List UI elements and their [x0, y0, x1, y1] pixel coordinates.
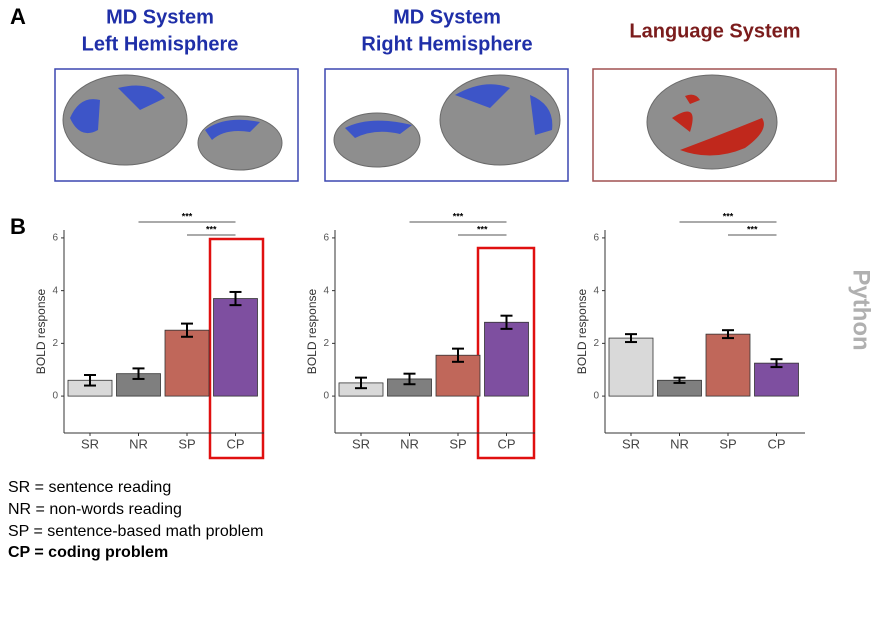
box	[592, 68, 837, 182]
significance-label: ***	[723, 211, 734, 221]
x-tick-label: SR	[352, 436, 370, 451]
highlight-box	[476, 246, 536, 460]
significance-label: ***	[477, 224, 488, 234]
significance-label: ***	[206, 224, 217, 234]
significance-label: ***	[453, 211, 464, 221]
x-tick-label: CP	[767, 436, 785, 451]
region	[455, 84, 553, 135]
side-label: Python	[848, 269, 875, 350]
y-tick-label: 4	[593, 285, 599, 296]
y-tick-label: 2	[593, 338, 599, 349]
x-tick-label: SR	[622, 436, 640, 451]
region	[70, 85, 165, 134]
box	[54, 68, 299, 182]
y-axis-label: BOLD response	[34, 288, 48, 374]
y-axis-label: BOLD response	[305, 288, 319, 374]
legend-line: NR = non-words reading	[8, 501, 182, 518]
x-tick-label: NR	[400, 436, 419, 451]
x-tick-label: SR	[81, 436, 99, 451]
x-tick-label: SP	[449, 436, 466, 451]
y-tick-label: 4	[323, 285, 329, 296]
y-tick-label: 2	[323, 338, 329, 349]
y-tick-label: 2	[52, 338, 58, 349]
y-tick-label: 6	[593, 233, 599, 244]
region	[345, 120, 412, 138]
panel-title: MD System	[393, 6, 501, 28]
y-tick-label: 0	[323, 391, 329, 402]
x-tick-label: NR	[670, 436, 689, 451]
brain-boxes	[54, 68, 837, 182]
bar	[754, 362, 799, 397]
significance-label: ***	[182, 211, 193, 221]
box	[324, 68, 569, 182]
legend-line: CP = coding problem	[8, 544, 168, 561]
y-tick-label: 6	[323, 233, 329, 244]
highlight-box	[208, 237, 265, 460]
legend-line: SP = sentence-based math problem	[8, 523, 263, 540]
panel-title: Right Hemisphere	[361, 33, 532, 55]
bar	[705, 333, 751, 397]
bar	[164, 329, 210, 397]
region	[672, 94, 764, 156]
panel-title: Left Hemisphere	[82, 33, 239, 55]
bar	[213, 298, 258, 397]
y-tick-label: 0	[52, 391, 58, 402]
legend-line: SR = sentence reading	[8, 479, 171, 496]
panel-title: MD System	[106, 6, 214, 28]
x-tick-label: CP	[226, 436, 244, 451]
y-tick-label: 6	[52, 233, 58, 244]
x-tick-label: SP	[178, 436, 195, 451]
x-tick-label: CP	[497, 436, 515, 451]
bar	[484, 321, 529, 397]
significance-label: ***	[747, 224, 758, 234]
y-axis-label: BOLD response	[575, 288, 589, 374]
panel-label: B	[10, 214, 26, 239]
panel-title: Language System	[629, 20, 800, 42]
highlights	[208, 237, 536, 460]
y-tick-label: 0	[593, 391, 599, 402]
y-tick-label: 4	[52, 285, 58, 296]
x-tick-label: NR	[129, 436, 148, 451]
bar	[608, 337, 654, 397]
region	[205, 119, 260, 140]
x-tick-label: SP	[719, 436, 736, 451]
panel-label: A	[10, 4, 26, 29]
